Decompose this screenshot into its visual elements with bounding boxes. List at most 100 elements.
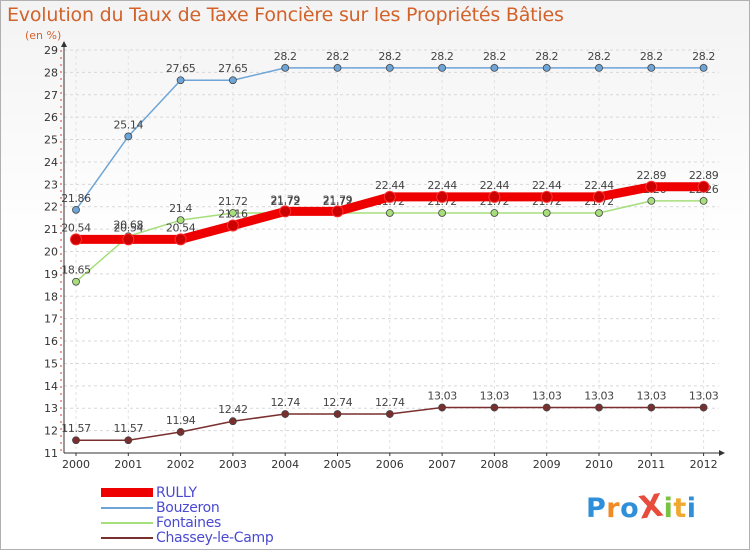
- data-point-fontaines: [176, 216, 185, 225]
- data-point-chassey-le-camp: [124, 436, 133, 445]
- data-label-bouzeron: 28.2: [274, 50, 297, 63]
- data-point-bouzeron: [699, 64, 708, 72]
- data-point-bouzeron: [72, 205, 80, 214]
- legend-item: Bouzeron: [101, 500, 273, 516]
- data-point-rully: [540, 190, 553, 203]
- data-label-bouzeron: 28.2: [431, 50, 454, 63]
- legend-item: Fontaines: [101, 514, 273, 531]
- data-point-chassey-le-camp: [228, 417, 237, 426]
- data-point-rully: [488, 190, 501, 203]
- data-point-bouzeron: [281, 64, 290, 72]
- x-tick-label: 2005: [324, 458, 352, 471]
- data-point-bouzeron: [490, 64, 499, 72]
- data-point-chassey-le-camp: [595, 403, 603, 412]
- x-tick-label: 2000: [62, 458, 90, 471]
- y-tick-label: 21: [44, 223, 58, 236]
- legend-swatch: [101, 521, 153, 524]
- y-tick-label: 16: [44, 335, 58, 348]
- logo-letter: i: [663, 493, 674, 524]
- data-point-chassey-le-camp: [72, 436, 80, 445]
- logo-letter: P: [586, 493, 607, 524]
- y-tick-label: 26: [44, 111, 58, 124]
- legend-item: Chassey-le-Camp: [101, 530, 274, 546]
- data-point-bouzeron: [228, 76, 237, 85]
- data-point-rully: [174, 233, 187, 246]
- data-label-chassey-le-camp: 13.03: [427, 390, 457, 403]
- data-label-bouzeron: 28.2: [535, 50, 558, 63]
- data-label-rully: 20.54: [61, 221, 91, 234]
- data-label-rully: 21.79: [270, 193, 300, 206]
- data-point-chassey-le-camp: [438, 403, 447, 412]
- data-point-chassey-le-camp: [699, 403, 708, 412]
- legend-swatch: [101, 488, 153, 497]
- data-label-rully: 22.44: [375, 179, 405, 192]
- data-point-rully: [383, 190, 396, 203]
- data-label-fontaines: 20.68: [114, 218, 144, 231]
- data-point-rully: [593, 190, 605, 203]
- unit-label: (en %): [25, 29, 62, 42]
- legend-label: RULLY: [156, 484, 197, 501]
- data-label-bouzeron: 28.2: [640, 50, 663, 63]
- x-tick-label: 2006: [376, 458, 404, 471]
- y-tick-label: 29: [44, 44, 58, 57]
- logo-letter: t: [673, 493, 687, 524]
- data-point-rully: [645, 180, 658, 193]
- data-point-chassey-le-camp: [490, 403, 499, 412]
- y-tick-label: 23: [44, 178, 58, 191]
- legend-label: Fontaines: [156, 514, 222, 531]
- y-tick-label: 28: [44, 66, 58, 79]
- data-label-chassey-le-camp: 13.03: [689, 390, 719, 403]
- x-tick-label: 2011: [637, 458, 665, 471]
- logo-letter: r: [606, 493, 621, 524]
- data-point-rully: [331, 205, 344, 218]
- data-point-bouzeron: [647, 64, 656, 72]
- data-label-bouzeron: 25.14: [114, 118, 144, 131]
- data-label-chassey-le-camp: 12.74: [375, 396, 405, 409]
- proxiti-logo: ProXiti: [586, 487, 697, 526]
- data-point-rully: [70, 233, 82, 246]
- data-point-rully: [697, 180, 710, 193]
- data-point-rully: [122, 233, 135, 246]
- data-point-rully: [279, 205, 292, 218]
- data-label-rully: 21.16: [218, 208, 248, 221]
- data-point-chassey-le-camp: [542, 403, 551, 412]
- data-label-rully: 20.54: [114, 221, 144, 234]
- x-axis-arrow: [719, 450, 725, 456]
- data-label-chassey-le-camp: 12.74: [323, 396, 353, 409]
- data-point-fontaines: [228, 209, 237, 217]
- data-label-bouzeron: 27.65: [218, 62, 248, 75]
- data-point-fontaines: [542, 209, 551, 217]
- data-label-fontaines: 21.4: [169, 202, 192, 215]
- data-point-fontaines: [699, 197, 708, 205]
- x-tick-label: 2004: [271, 458, 299, 471]
- data-label-chassey-le-camp: 13.03: [584, 390, 614, 403]
- data-label-rully: 22.89: [689, 169, 719, 182]
- y-tick-label: 27: [44, 89, 58, 102]
- data-label-bouzeron: 28.2: [326, 50, 349, 63]
- data-label-bouzeron: 28.2: [378, 50, 401, 63]
- data-label-chassey-le-camp: 13.03: [637, 390, 667, 403]
- data-label-bouzeron: 28.2: [692, 50, 715, 63]
- legend-item: RULLY: [101, 484, 273, 501]
- data-label-bouzeron: 28.2: [588, 50, 611, 63]
- data-point-fontaines: [385, 209, 394, 217]
- y-tick-label: 12: [44, 425, 58, 438]
- data-point-bouzeron: [595, 64, 603, 72]
- x-tick-label: 2012: [690, 458, 718, 471]
- y-tick-label: 17: [44, 313, 58, 326]
- y-tick-label: 13: [44, 402, 58, 415]
- data-point-bouzeron: [542, 64, 551, 72]
- data-label-chassey-le-camp: 13.03: [532, 390, 562, 403]
- y-tick-label: 19: [44, 268, 58, 281]
- data-label-rully: 22.44: [427, 179, 457, 192]
- data-point-fontaines: [72, 277, 80, 286]
- x-tick-label: 2002: [167, 458, 195, 471]
- y-tick-label: 22: [44, 201, 58, 214]
- y-tick-label: 11: [44, 447, 58, 460]
- y-tick-label: 20: [44, 246, 58, 259]
- data-label-chassey-le-camp: 11.57: [61, 422, 91, 435]
- x-tick-label: 2003: [219, 458, 247, 471]
- y-tick-label: 18: [44, 290, 58, 303]
- data-point-fontaines: [647, 197, 656, 205]
